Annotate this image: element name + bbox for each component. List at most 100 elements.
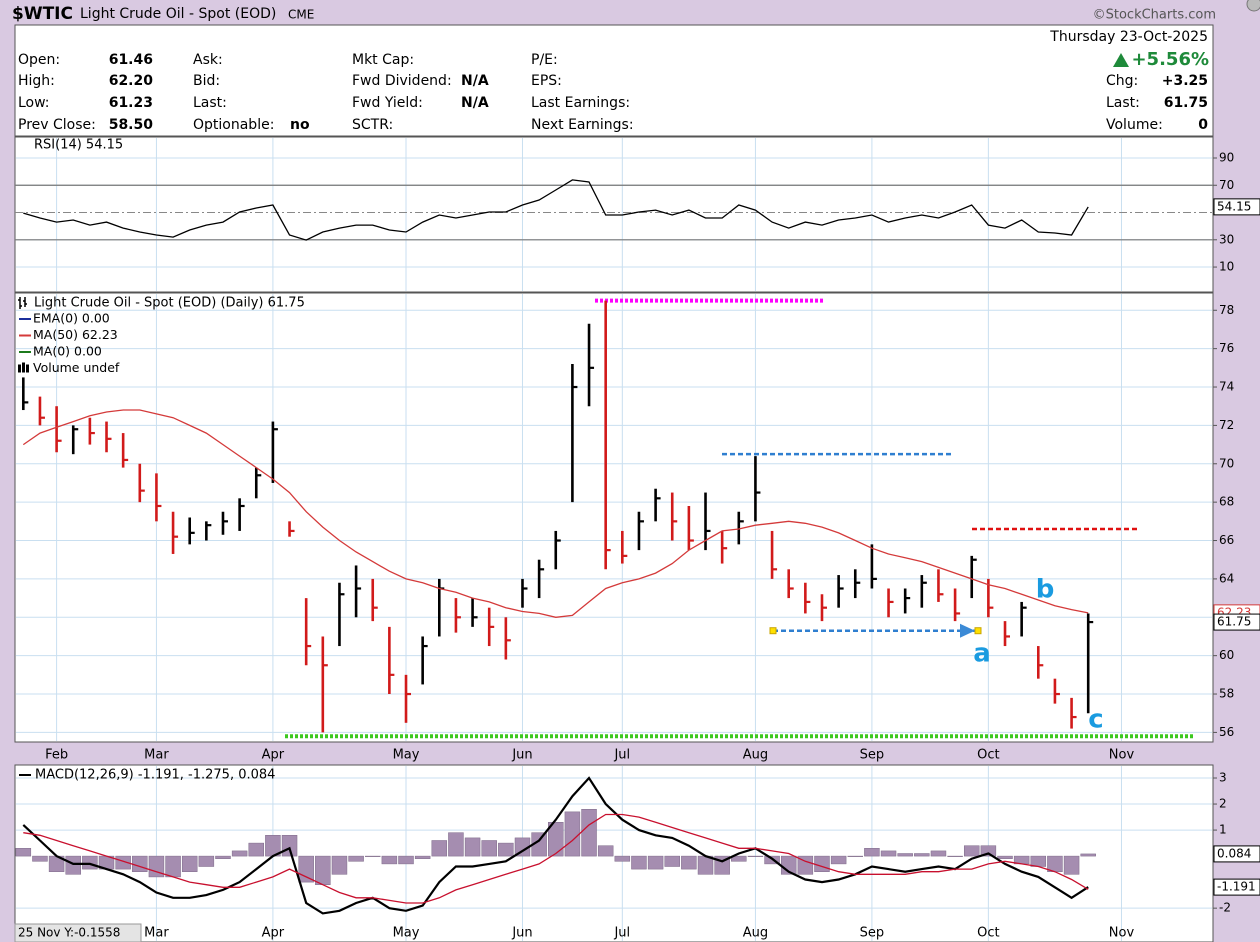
histogram-bar <box>830 855 847 865</box>
percent-change: +5.56% <box>1131 49 1209 70</box>
info-label: Last: <box>193 95 227 111</box>
info-label: Optionable: <box>193 117 274 133</box>
x-tick-label: Mar <box>144 926 169 941</box>
histogram-bar <box>631 855 647 870</box>
x-tick-label: May <box>393 748 420 763</box>
x-tick-label: Oct <box>977 748 999 763</box>
info-value: 61.46 <box>109 52 153 68</box>
histogram-bar <box>414 855 431 859</box>
value-tag: 0.084 <box>1217 846 1251 860</box>
histogram-bar <box>963 845 980 857</box>
legend-swatch <box>26 364 29 373</box>
legend-entry: MA(50) 62.23 <box>33 327 118 342</box>
histogram-bar <box>1047 855 1063 872</box>
value-tag-box <box>1213 878 1260 896</box>
legend-entry: EMA(0) 0.00 <box>33 311 110 326</box>
histogram-bar <box>448 832 464 857</box>
x-tick-label: May <box>393 926 420 941</box>
up-arrow <box>1113 53 1129 67</box>
histogram-bar <box>181 855 198 872</box>
info-label: Last Earnings: <box>531 95 630 111</box>
value-tag: 54.15 <box>1217 199 1251 213</box>
histogram-bar <box>664 855 680 867</box>
date: Thursday 23-Oct-2025 <box>1049 29 1208 45</box>
histogram-bar <box>364 855 381 857</box>
summary-label: Chg: <box>1106 73 1138 89</box>
y-tick-label: 58 <box>1219 687 1234 701</box>
info-value: 58.50 <box>109 117 154 133</box>
info-label: EPS: <box>531 73 562 89</box>
histogram-bar <box>398 855 414 865</box>
x-tick-label: Apr <box>262 926 285 941</box>
histogram-bar <box>381 855 398 865</box>
histogram-bar <box>681 855 697 870</box>
y-tick-label: 30 <box>1219 232 1234 246</box>
x-tick-label: Aug <box>743 748 768 763</box>
info-label: Low: <box>18 95 50 111</box>
footnote-box <box>14 923 142 942</box>
y-tick-label: 74 <box>1219 380 1234 394</box>
histogram-bar <box>165 855 181 878</box>
y-tick-label: 76 <box>1219 341 1234 355</box>
x-tick-label: Apr <box>262 748 285 763</box>
y-tick-label: -2 <box>1219 901 1231 915</box>
wave-label: b <box>1036 575 1055 605</box>
x-tick-label: Sep <box>860 926 885 941</box>
y-tick-label: 66 <box>1219 533 1234 547</box>
value-tag-box <box>1213 198 1260 216</box>
moving-average <box>22 409 1089 618</box>
y-tick-label: 70 <box>1219 178 1234 192</box>
histogram-bar <box>947 855 963 857</box>
exchange: CME <box>288 8 314 22</box>
histogram-bar <box>647 855 664 870</box>
x-tick-label: Jun <box>511 748 532 763</box>
y-tick-label: 78 <box>1219 303 1234 317</box>
symbol: $WTIC <box>12 4 73 24</box>
handle <box>974 627 982 635</box>
y-tick-label: 70 <box>1219 456 1234 470</box>
histogram-bar <box>281 835 298 857</box>
value-tag: -1.191 <box>1217 880 1256 894</box>
instrument-name: Light Crude Oil - Spot (EOD) <box>80 6 276 22</box>
histogram-bar <box>747 855 764 857</box>
histogram-bar <box>564 811 581 857</box>
x-tick-label: Feb <box>45 748 68 763</box>
x-tick-label: Nov <box>1109 926 1135 941</box>
x-tick-label: Sep <box>860 748 885 763</box>
info-label: Fwd Yield: <box>352 95 423 111</box>
info-label: Prev Close: <box>18 117 96 133</box>
histogram-bar <box>1063 855 1080 875</box>
info-value: no <box>290 117 310 133</box>
info-label: Bid: <box>193 73 220 89</box>
info-value: 61.23 <box>109 95 153 111</box>
histogram-bar <box>82 855 98 870</box>
copyright: ©StockCharts.com <box>1093 8 1216 23</box>
histogram-bar <box>498 842 514 857</box>
info-label: P/E: <box>531 52 558 68</box>
histogram-bar <box>930 850 947 857</box>
histogram-bar <box>215 855 231 859</box>
histogram-bar <box>431 840 448 857</box>
value-tag: 61.75 <box>1217 615 1251 629</box>
histogram-bar <box>348 855 364 862</box>
y-tick-label: 64 <box>1219 571 1234 585</box>
y-tick-label: 10 <box>1219 260 1234 274</box>
price-title: Light Crude Oil - Spot (EOD) (Daily) 61.… <box>34 296 305 311</box>
info-label: Open: <box>18 52 60 68</box>
info-value: 62.20 <box>109 73 154 89</box>
histogram-bar <box>32 855 48 862</box>
info-label: Mkt Cap: <box>352 52 414 68</box>
histogram-bar <box>464 837 481 857</box>
info-label: High: <box>18 73 55 89</box>
histogram-bar <box>198 855 215 867</box>
legend-entry: MA(0) 0.00 <box>33 344 102 359</box>
x-tick-label: Jun <box>511 926 532 941</box>
macd-line <box>23 813 1089 904</box>
corner-icon <box>1246 0 1260 12</box>
info-box <box>14 24 1214 137</box>
histogram-bar <box>65 855 81 875</box>
macd-panel <box>14 764 1214 942</box>
summary-label: Last: <box>1106 95 1140 111</box>
summary-value: +3.25 <box>1162 73 1208 89</box>
